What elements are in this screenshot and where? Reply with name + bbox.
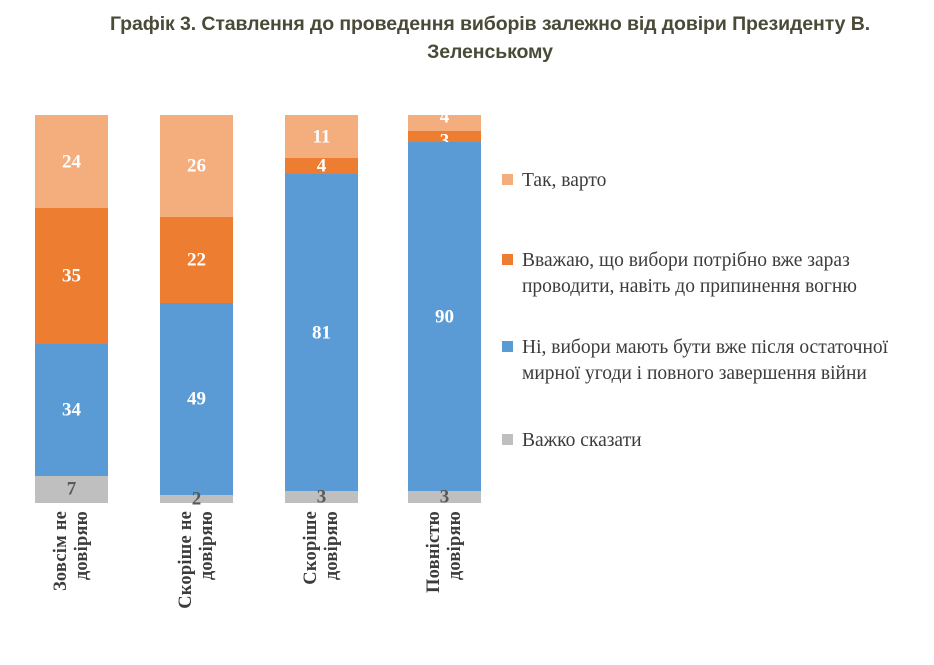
legend-color-swatch [502,174,513,185]
bar-segment[interactable]: 26 [160,115,233,217]
bar-segment[interactable]: 3 [408,488,481,507]
bar-segment[interactable]: 2 [160,490,233,509]
bar-segment-value-label: 3 [439,486,450,508]
x-axis-category-label-line: Зовсім не [50,511,71,592]
x-axis-category-label-line: Скоріше [300,511,321,585]
bar-segment-value-label: 3 [316,486,327,508]
bar-segment[interactable]: 11 [285,115,358,159]
x-axis-category-label: Скоріше не довіряю [160,511,233,661]
bar-segment[interactable]: 4 [408,107,481,131]
bar-segment-value-label: 81 [312,322,331,343]
bar-segment-value-label: 11 [312,126,331,148]
bar-stack: 11 4 81 3 [285,115,358,507]
bar-segment[interactable]: 35 [35,208,108,344]
bar-segment[interactable]: 24 [35,115,108,209]
legend-color-swatch [502,341,513,352]
bar-segment-value-label: 49 [187,388,206,410]
bar-segment[interactable]: 22 [160,216,233,304]
bar-stack: 4 3 90 3 [408,107,481,507]
bar-segment[interactable]: 81 [285,173,358,492]
chart-title: Графік 3. Ставлення до проведення виборі… [109,13,871,63]
x-axis-category-label: Скоріше довіряю [285,511,358,661]
bar-segment[interactable]: 34 [35,343,108,476]
bar-segment[interactable]: 49 [160,303,233,496]
bar-segment-value-label: 24 [62,151,81,173]
bar-segment-value-label: 2 [191,488,202,510]
bar-stack: 26 22 49 2 [160,115,233,509]
legend-item-hard-to-say[interactable]: Важко сказати [500,428,642,454]
legend-item-elections-now[interactable]: Вважаю, що вибори потрібно вже зараз про… [500,248,912,300]
legend-item-label: Вважаю, що вибори потрібно вже зараз про… [522,250,857,297]
legend-color-swatch [502,434,513,445]
bar-group: 11 4 81 3 Скоріше довіряю [285,0,358,665]
x-axis-category-label-line: Скоріше не [175,511,196,609]
legend-item-label: Так, варто [522,170,607,191]
x-axis-category-label-line: довіряю [444,511,465,581]
x-axis-category-label-line: довіряю [71,511,92,581]
legend-item-yes-worth-it[interactable]: Так, варто [500,168,606,194]
bar-segment[interactable]: 7 [35,475,108,503]
bar-segment-value-label: 22 [187,249,206,271]
x-axis-category-label-line: довіряю [321,511,342,581]
bar-group: 24 35 34 7 Зовсім не довіряю [35,0,108,665]
legend-item-label: Важко сказати [522,430,642,451]
bar-segment-value-label: 34 [62,399,81,421]
plot-area: 24 35 34 7 Зовсім не довіряю 26 22 49 2 Скоріше не… [35,0,481,665]
bar-segment-value-label: 3 [408,132,481,151]
legend-item-after-peace-deal[interactable]: Ні, вибори мають бути вже після остаточн… [500,335,912,387]
bar-segment[interactable]: 4 [285,155,358,177]
x-axis-category-label-line: Повністю [423,511,444,594]
x-axis-category-label: Повністю довіряю [408,511,481,661]
bar-group: 26 22 49 2 Скоріше не довіряю [160,0,233,665]
x-axis-category-label-line: довіряю [196,511,217,581]
bar-segment[interactable]: 3 [408,130,481,151]
bar-stack: 24 35 34 7 [35,115,108,503]
bar-segment-value-label: 90 [435,306,454,328]
bar-segment-value-label: 35 [62,265,81,287]
x-axis-category-label: Зовсім не довіряю [35,511,108,661]
bar-segment[interactable]: 90 [408,142,481,492]
bar-segment-value-label: 7 [66,478,77,500]
bar-segment-value-label: 26 [187,155,206,177]
legend-color-swatch [502,254,513,265]
bar-segment[interactable]: 3 [285,488,358,507]
legend-item-label: Ні, вибори мають бути вже після остаточн… [522,337,889,384]
bar-segment-value-label: 4 [316,155,327,177]
bar-segment-value-label: 4 [439,106,450,128]
